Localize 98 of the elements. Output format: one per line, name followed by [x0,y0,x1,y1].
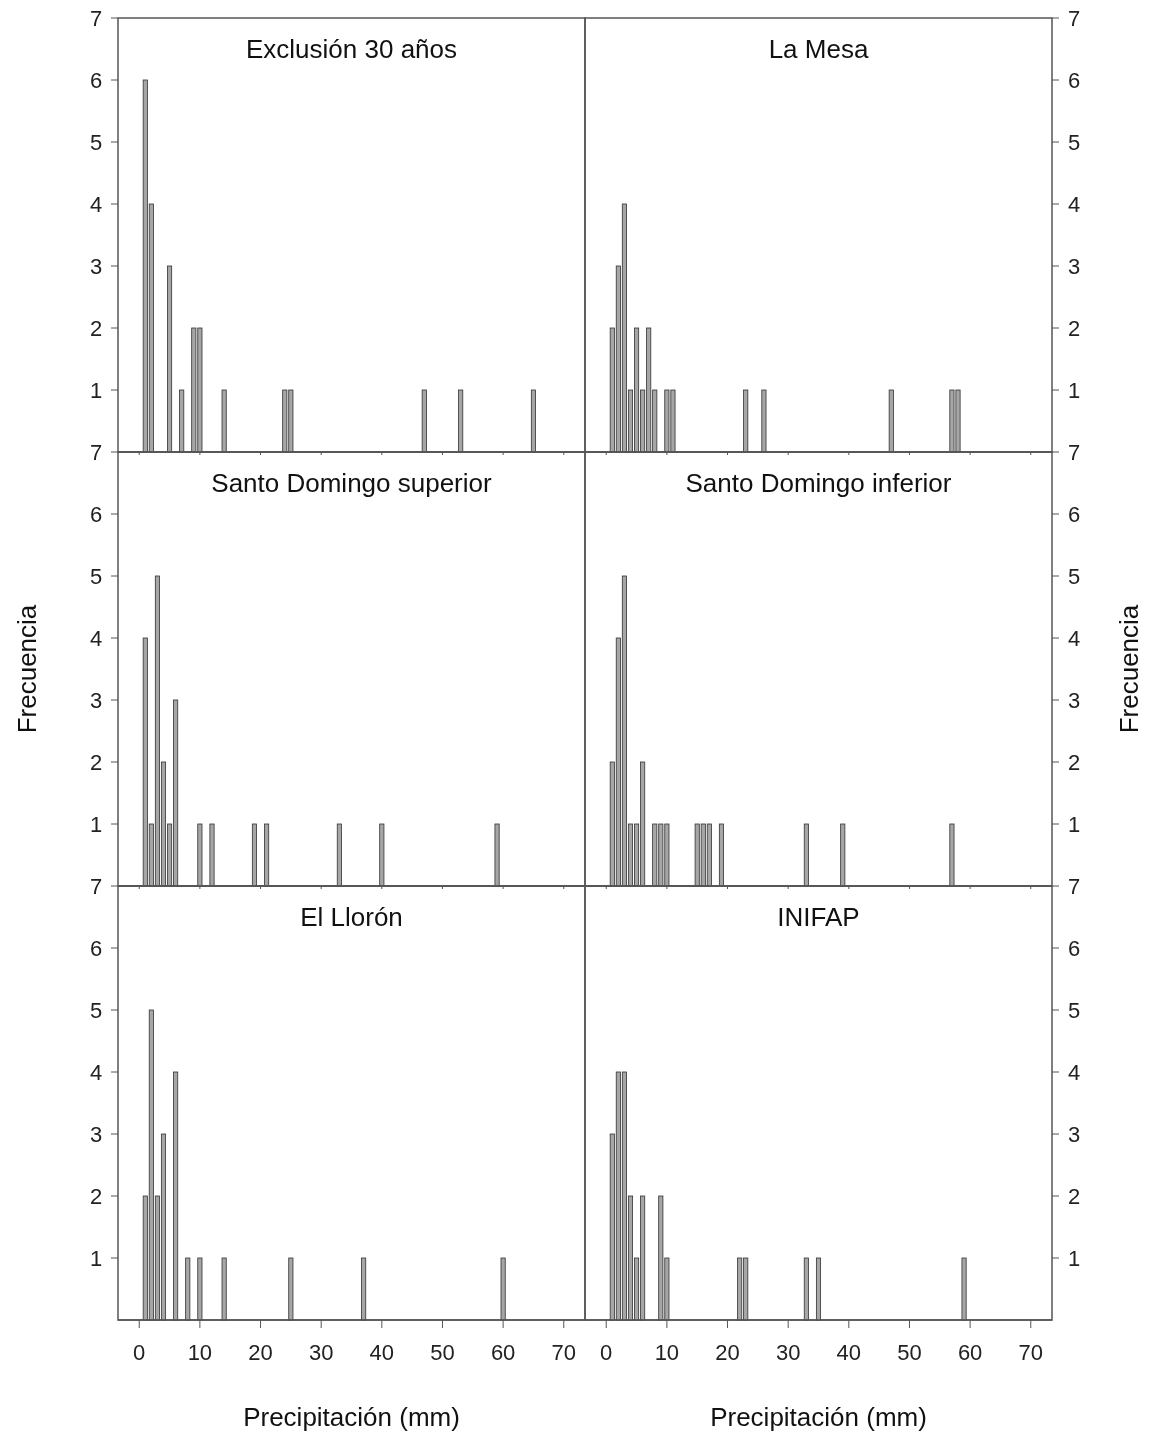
x-tick-label: 10 [187,1340,213,1365]
x-tick-label: 0 [600,1340,613,1365]
y-tick-label: 7 [1067,5,1081,31]
y-tick-label: 5 [89,997,103,1023]
bar [761,389,767,453]
y-tick-label: 2 [89,315,103,341]
y-tick-label: 5 [89,563,103,589]
x-tick-label: 70 [551,1340,577,1365]
bar [949,823,955,887]
bar [209,823,215,887]
bar [803,823,809,887]
bar [264,823,270,887]
bar [500,1257,506,1321]
x-tick-label: 40 [836,1340,862,1365]
y-tick-label: 2 [89,1183,103,1209]
bar [458,389,464,453]
y-tick-label: 7 [1067,439,1081,465]
y-axis-title: Frecuencia [12,604,42,734]
x-tick-label: 40 [369,1340,395,1365]
bar [197,1257,203,1321]
bar [379,823,385,887]
x-axis-title: Precipitación (mm) [710,1402,927,1432]
y-tick-label: 4 [1067,1059,1081,1085]
text: Exclusión 30 años [245,34,458,64]
x-tick-label: 20 [715,1340,740,1365]
bar [743,389,749,453]
y-tick-label: 5 [89,129,103,155]
y-tick-label: 2 [1067,1183,1081,1209]
x-axis-title: Precipitación (mm) [243,1402,460,1432]
bar [336,823,342,887]
bar [251,823,257,887]
bar [221,1257,227,1321]
bar [173,1071,179,1321]
x-tick-label: 10 [654,1340,680,1365]
y-tick-label: 7 [1067,873,1081,899]
y-tick-label: 6 [89,935,103,961]
bar [197,823,203,887]
x-tick-label: 20 [248,1340,273,1365]
y-tick-label: 7 [89,5,103,31]
y-tick-label: 3 [1067,687,1081,713]
bar [185,1257,191,1321]
y-tick-label: 1 [89,1245,103,1271]
y-tick-label: 6 [1067,935,1081,961]
y-tick-label: 6 [89,501,103,527]
x-tick-label: 50 [897,1340,922,1365]
y-tick-label: 1 [1067,377,1081,403]
bar [961,1257,967,1321]
text: Santo Domingo inferior [685,468,952,498]
bar [221,389,227,453]
text: El Llorón [300,902,403,932]
x-tick-label: 30 [775,1340,801,1365]
y-tick-label: 7 [89,439,103,465]
y-tick-label: 5 [1067,997,1081,1023]
text: Santo Domingo superior [211,468,493,498]
text: La Mesa [768,34,869,64]
y-tick-label: 1 [1067,811,1081,837]
y-tick-label: 3 [1067,253,1081,279]
y-tick-label: 2 [1067,749,1081,775]
y-tick-label: 4 [89,1059,103,1085]
x-tick-label: 50 [430,1340,455,1365]
x-tick-label: 70 [1018,1340,1044,1365]
y-tick-label: 5 [1067,563,1081,589]
y-tick-label: 5 [1067,129,1081,155]
bar [361,1257,367,1321]
bar [530,389,536,453]
bar [421,389,427,453]
bar [494,823,500,887]
bar [815,1257,822,1321]
y-tick-label: 3 [89,1121,103,1147]
y-tick-label: 4 [1067,625,1081,651]
x-tick-label: 60 [490,1340,516,1365]
bar [803,1257,809,1321]
bar [288,1257,294,1321]
y-tick-label: 7 [89,873,103,899]
bar [840,823,846,887]
y-tick-label: 4 [89,191,103,217]
y-tick-label: 6 [89,67,103,93]
x-tick-label: 60 [957,1340,983,1365]
y-tick-label: 3 [89,253,103,279]
bar [718,823,724,887]
y-axis-title: Frecuencia [1114,604,1144,734]
bar [167,265,173,453]
y-tick-label: 3 [89,687,103,713]
bar [179,389,185,453]
bar [888,389,894,453]
text: INIFAP [777,902,860,932]
y-tick-label: 2 [89,749,103,775]
y-tick-label: 1 [89,811,103,837]
y-tick-label: 3 [1067,1121,1081,1147]
y-tick-label: 1 [1067,1245,1081,1271]
y-tick-label: 4 [1067,191,1081,217]
y-tick-label: 1 [89,377,103,403]
y-tick-label: 6 [1067,501,1081,527]
y-tick-label: 2 [1067,315,1081,341]
y-tick-label: 6 [1067,67,1081,93]
x-tick-label: 0 [133,1340,146,1365]
x-tick-label: 30 [308,1340,334,1365]
y-tick-label: 4 [89,625,103,651]
